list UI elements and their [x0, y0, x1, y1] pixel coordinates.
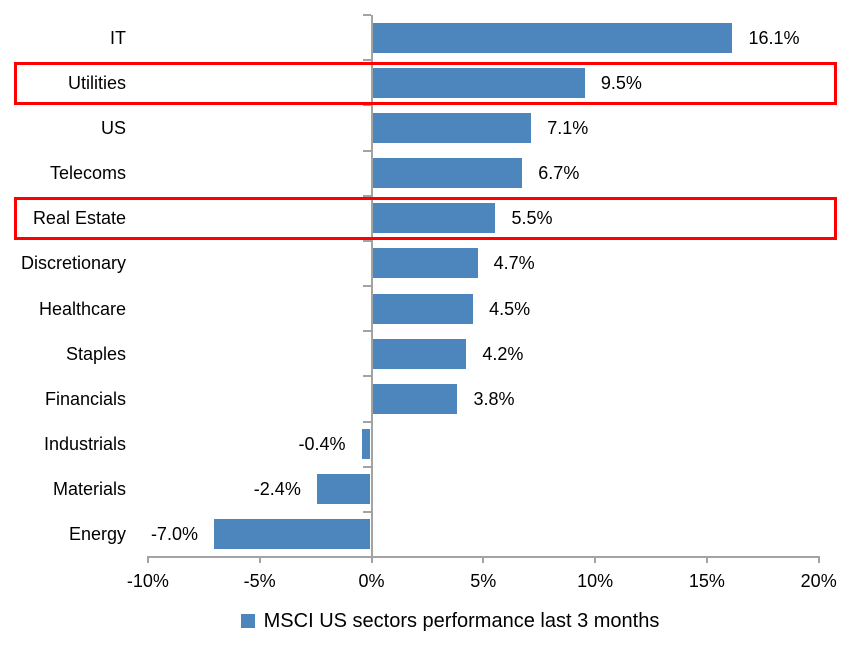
bar — [361, 429, 371, 460]
value-label: -2.4% — [253, 479, 301, 500]
category-axis-tick — [362, 285, 371, 287]
x-axis-tick — [146, 557, 149, 563]
highlight-box-utilities — [14, 61, 837, 105]
category-label: Discretionary — [20, 253, 126, 274]
category-label: Industrials — [43, 434, 126, 455]
category-label: US — [100, 117, 126, 138]
value-label: 9.5% — [600, 72, 642, 93]
category-axis-tick — [362, 556, 371, 558]
bar — [372, 67, 585, 98]
legend-label: MSCI US sectors performance last 3 month… — [263, 610, 660, 632]
category-label: Telecoms — [49, 163, 126, 184]
category-axis-tick — [362, 375, 371, 378]
x-axis-tick — [258, 557, 261, 563]
value-label: 16.1% — [748, 27, 800, 48]
category-axis-tick — [362, 330, 371, 333]
x-axis-tick — [817, 557, 820, 563]
bar — [372, 158, 523, 189]
value-label: 6.7% — [538, 163, 580, 184]
category-label: Financials — [44, 388, 126, 409]
value-label: 3.8% — [473, 388, 515, 409]
category-label: IT — [110, 27, 126, 48]
bar — [372, 203, 496, 234]
bar — [213, 519, 371, 550]
value-label: 4.7% — [493, 253, 535, 274]
category-axis-tick — [362, 420, 371, 423]
highlight-box-real-estate — [14, 197, 837, 241]
category-axis-tick — [362, 59, 371, 62]
bar — [372, 112, 532, 143]
x-axis-tick-label: 0% — [358, 571, 385, 591]
bar — [316, 474, 371, 505]
x-axis-tick-label: 5% — [470, 571, 497, 591]
bar — [372, 383, 458, 414]
legend-swatch-icon — [240, 614, 255, 628]
value-label: 5.5% — [511, 208, 553, 229]
category-label: Utilities — [67, 72, 126, 93]
category-axis-tick — [362, 510, 371, 513]
x-axis-tick-label: -10% — [126, 571, 169, 591]
category-axis-tick — [362, 194, 371, 197]
category-axis-tick — [362, 149, 371, 152]
category-label: Energy — [68, 524, 126, 545]
category-axis-tick — [362, 239, 371, 242]
x-axis-tick — [482, 557, 485, 563]
value-label: -0.4% — [298, 434, 346, 455]
value-label: -7.0% — [150, 524, 198, 545]
x-axis-tick-label: 10% — [577, 571, 614, 591]
bar — [372, 293, 474, 324]
category-label: Real Estate — [32, 208, 126, 229]
category-axis-tick — [362, 14, 371, 16]
x-axis-tick-label: 15% — [688, 571, 725, 591]
x-axis-tick — [594, 557, 597, 563]
plot-area: -10% -5% 0% 5% 10% 15% 20% IT 16.1% Utilities 9.5%… — [14, 14, 837, 591]
category-axis-tick — [362, 465, 371, 468]
x-axis-tick — [370, 557, 373, 563]
y-axis-line — [370, 15, 373, 557]
value-label: 4.5% — [489, 298, 531, 319]
value-label: 7.1% — [547, 117, 589, 138]
value-label: 4.2% — [482, 343, 524, 364]
category-axis-tick — [362, 104, 371, 107]
bar — [372, 22, 733, 53]
bar — [372, 338, 467, 369]
category-label: Materials — [52, 479, 126, 500]
legend: MSCI US sectors performance last 3 month… — [48, 607, 852, 635]
x-axis-tick-label: -5% — [243, 571, 276, 591]
x-axis-tick — [705, 557, 708, 563]
x-axis-tick-label: 20% — [800, 571, 837, 591]
category-label: Healthcare — [38, 298, 126, 319]
bar — [372, 248, 478, 279]
category-label: Staples — [65, 343, 126, 364]
